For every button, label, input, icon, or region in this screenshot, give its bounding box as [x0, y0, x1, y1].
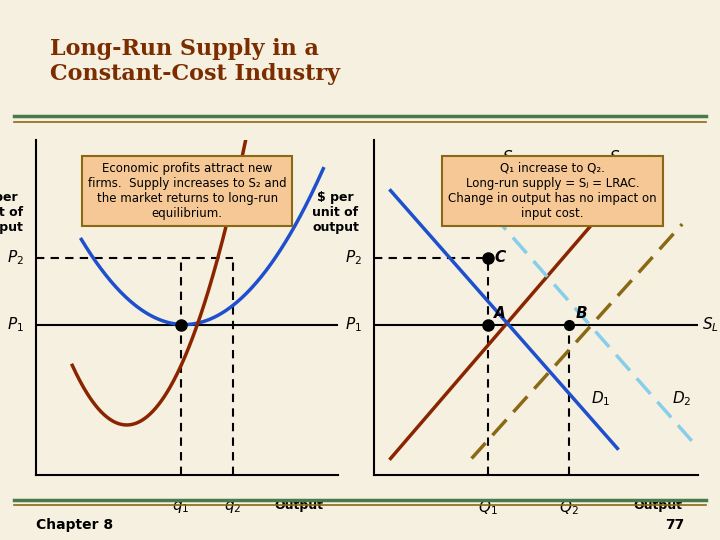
Text: B: B	[575, 306, 587, 321]
Text: Chapter 8: Chapter 8	[36, 518, 113, 532]
Text: $q_1$: $q_1$	[173, 498, 190, 515]
Text: $Q_1$: $Q_1$	[478, 498, 498, 517]
Text: Q₁ increase to Q₂.
Long-run supply = Sⱼ = LRAC.
Change in output has no impact o: Q₁ increase to Q₂. Long-run supply = Sⱼ …	[449, 161, 657, 220]
Text: MC: MC	[189, 179, 215, 194]
Text: A: A	[495, 306, 506, 321]
Text: $D_2$: $D_2$	[672, 389, 692, 408]
Text: $q_2$: $q_2$	[224, 498, 241, 515]
Text: $S_1$: $S_1$	[502, 148, 519, 167]
Text: C: C	[495, 250, 505, 265]
Text: $P_2$: $P_2$	[7, 248, 24, 267]
Text: $P_1$: $P_1$	[345, 315, 361, 334]
Text: $D_1$: $D_1$	[591, 389, 611, 408]
Text: Output: Output	[274, 498, 323, 511]
Text: $ per
unit of
output: $ per unit of output	[312, 191, 359, 234]
Text: Output: Output	[633, 498, 683, 511]
Text: $S_L$: $S_L$	[701, 315, 719, 334]
Text: $Q_2$: $Q_2$	[559, 498, 579, 517]
Text: $P_1$: $P_1$	[7, 315, 24, 334]
Text: AC: AC	[261, 179, 283, 194]
Text: Long-Run Supply in a
Constant-Cost Industry: Long-Run Supply in a Constant-Cost Indus…	[50, 38, 341, 85]
Text: $P_2$: $P_2$	[345, 248, 361, 267]
Text: $ per
unit of
output: $ per unit of output	[0, 191, 23, 234]
Text: Economic profits attract new
firms.  Supply increases to S₂ and
the market retur: Economic profits attract new firms. Supp…	[88, 161, 287, 220]
Text: $S_2$: $S_2$	[608, 148, 626, 167]
Text: 77: 77	[665, 518, 684, 532]
